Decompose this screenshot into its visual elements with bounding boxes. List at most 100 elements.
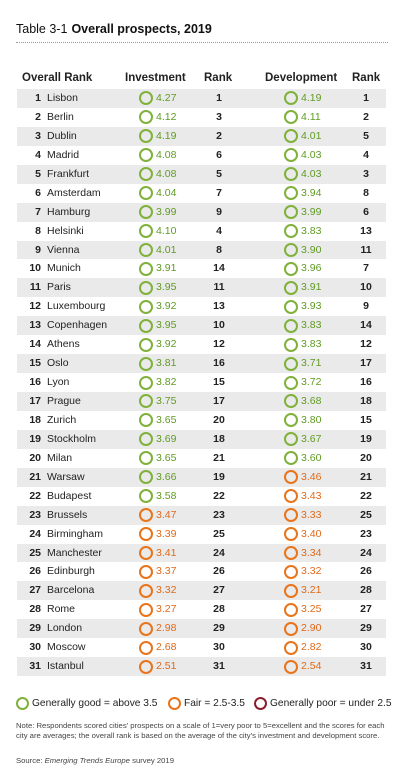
development-cell: 3.67 <box>284 430 321 449</box>
development-cell: 3.72 <box>284 373 321 392</box>
fair-ring-icon <box>284 659 298 674</box>
development-cell: 2.90 <box>284 619 321 638</box>
table-row: 7 Hamburg 3.99 9 3.99 6 <box>17 202 386 222</box>
good-ring-icon <box>284 205 298 220</box>
investment-rank: 22 <box>213 489 225 502</box>
development-rank: 4 <box>363 148 369 161</box>
investment-cell-value: 3.66 <box>156 470 177 483</box>
table-row: 26 Edinburgh 3.37 26 3.32 26 <box>17 562 386 581</box>
good-ring-icon <box>284 280 298 295</box>
good-ring-icon <box>284 451 298 466</box>
city-name: Stockholm <box>47 432 97 445</box>
development-rank: 27 <box>360 603 372 616</box>
good-ring-icon <box>284 224 298 239</box>
investment-cell-value: 3.75 <box>156 395 177 407</box>
investment-cell-value: 4.10 <box>156 224 177 237</box>
development-cell: 3.34 <box>284 544 321 563</box>
investment-cell-score: 3.81 <box>139 354 176 373</box>
overall-rank: 26 <box>29 565 41 578</box>
development-cell-value: 3.99 <box>301 205 322 218</box>
development-cell-score: 4.19 <box>284 89 321 108</box>
investment-cell-score: 4.04 <box>139 184 176 203</box>
table-row: 29 London 2.98 29 2.90 29 <box>17 619 386 639</box>
investment-cell-score: 2.51 <box>139 657 176 676</box>
investment-cell: 2.68 <box>139 638 176 657</box>
table-row: 17 Prague 3.75 17 3.68 18 <box>17 392 386 411</box>
city-name: Manchester <box>47 546 102 559</box>
table-title: Table 3-1 Overall prospects, 2019 <box>16 22 212 36</box>
development-cell-value: 3.67 <box>301 432 322 445</box>
development-rank: 10 <box>360 281 372 294</box>
good-ring-icon <box>139 299 153 314</box>
development-cell-score: 3.83 <box>284 316 321 335</box>
development-cell-value: 3.71 <box>301 357 322 370</box>
development-rank: 25 <box>360 508 372 521</box>
city-name: Helsinki <box>47 224 84 237</box>
development-cell: 3.83 <box>284 316 321 335</box>
development-cell-value: 3.40 <box>301 527 322 540</box>
investment-cell: 3.75 <box>139 392 176 411</box>
investment-cell: 3.69 <box>139 430 176 449</box>
investment-cell-score: 3.75 <box>139 392 176 411</box>
development-cell-score: 3.71 <box>284 354 321 373</box>
source-prefix: Source: <box>16 756 45 765</box>
table-row: 23 Brussels 3.47 23 3.33 25 <box>17 505 386 525</box>
city-name: Athens <box>47 338 80 351</box>
investment-rank: 10 <box>213 319 225 332</box>
development-cell-score: 3.83 <box>284 335 321 354</box>
development-cell: 3.32 <box>284 562 321 581</box>
fair-ring-icon <box>284 508 298 523</box>
development-cell-score: 3.33 <box>284 506 321 525</box>
investment-cell-value: 3.91 <box>156 262 177 275</box>
development-cell: 3.21 <box>284 581 321 600</box>
development-cell: 3.93 <box>284 297 321 316</box>
city-name: Birmingham <box>47 527 104 540</box>
investment-rank: 6 <box>216 148 222 161</box>
investment-cell: 3.41 <box>139 544 176 563</box>
investment-rank: 14 <box>213 262 225 275</box>
good-ring-icon <box>139 148 153 163</box>
development-rank: 28 <box>360 584 372 597</box>
development-cell-value: 3.83 <box>301 224 322 237</box>
investment-cell: 3.58 <box>139 487 176 506</box>
development-rank: 26 <box>360 565 372 578</box>
development-cell: 3.33 <box>284 506 321 525</box>
table-heading: Overall prospects, 2019 <box>71 22 212 36</box>
prospects-table: 1 Lisbon 4.27 1 4.19 1 2 Berlin 4.12 3 4.11 2 3 Dubli… <box>17 89 386 677</box>
good-ring-icon <box>139 186 153 201</box>
good-ring-icon <box>284 413 298 428</box>
development-cell-value: 3.93 <box>301 300 322 313</box>
investment-cell: 4.27 <box>139 89 176 108</box>
investment-cell: 4.12 <box>139 108 176 127</box>
legend-label-fair: Fair = 2.5-3.5 <box>184 698 245 709</box>
city-name: Zurich <box>47 413 77 426</box>
investment-cell-value: 4.12 <box>156 110 177 123</box>
good-ring-icon <box>284 394 298 409</box>
investment-cell-score: 3.91 <box>139 259 176 278</box>
development-rank: 6 <box>363 205 369 218</box>
fair-ring-icon <box>139 545 153 560</box>
good-ring-icon <box>139 205 153 220</box>
development-rank: 15 <box>360 413 372 426</box>
city-name: Budapest <box>47 489 92 502</box>
investment-cell: 4.04 <box>139 184 176 203</box>
development-cell-score: 3.83 <box>284 222 321 241</box>
good-ring-icon <box>284 261 298 276</box>
header-development-rank: Rank <box>352 72 381 84</box>
city-name: Hamburg <box>47 205 91 218</box>
investment-cell: 2.98 <box>139 619 176 638</box>
overall-rank: 19 <box>29 432 41 445</box>
city-name: Prague <box>47 395 81 407</box>
development-cell-score: 3.91 <box>284 278 321 297</box>
investment-cell-score: 2.68 <box>139 638 176 657</box>
good-ring-icon <box>284 432 298 447</box>
overall-rank: 20 <box>29 451 41 464</box>
investment-cell-value: 3.47 <box>156 508 177 521</box>
overall-rank: 14 <box>29 338 41 351</box>
development-cell-score: 4.03 <box>284 165 321 184</box>
development-cell-value: 3.60 <box>301 451 322 464</box>
development-cell-value: 3.68 <box>301 395 322 407</box>
investment-cell-value: 3.27 <box>156 603 177 616</box>
city-name: Dublin <box>47 129 77 142</box>
development-cell-value: 3.43 <box>301 489 322 502</box>
